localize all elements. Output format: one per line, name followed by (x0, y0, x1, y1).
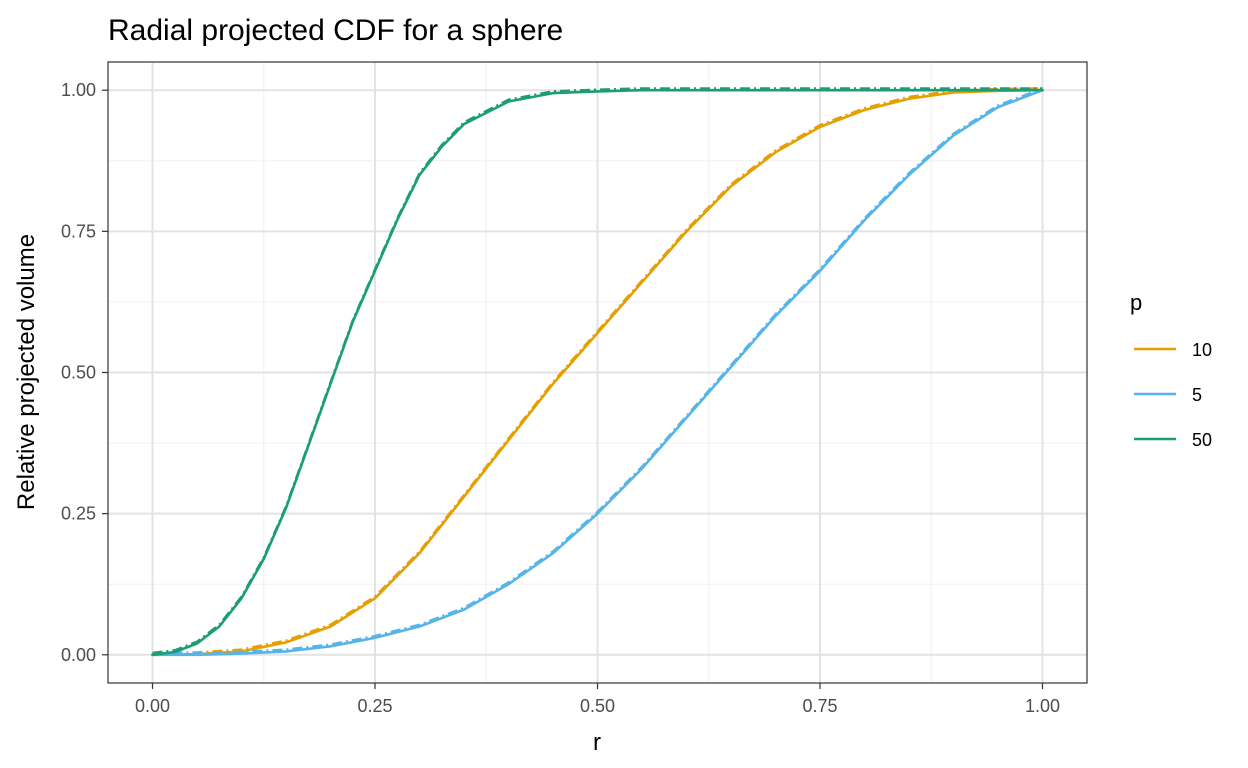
y-tick-label: 0.25 (61, 504, 96, 524)
legend-label-50: 50 (1192, 430, 1212, 450)
grid-lines (108, 62, 1087, 683)
series-line-5 (151, 88, 1044, 657)
y-tick-label: 1.00 (61, 80, 96, 100)
x-tick-label: 0.25 (357, 696, 392, 716)
x-axis-title: r (593, 729, 601, 756)
legend-label-5: 5 (1192, 385, 1202, 405)
series-reference-line-5 (152, 87, 1043, 654)
axes: 0.00 0.25 0.50 0.75 1.00 0.00 0.25 0.50 0.75 1.00 (61, 61, 1088, 716)
x-tick-label: 0.00 (135, 696, 170, 716)
chart-title: Radial projected CDF for a sphere (108, 14, 563, 47)
legend-title: p (1130, 290, 1142, 315)
legend-label-10: 10 (1192, 340, 1212, 360)
y-tick-label: 0.00 (61, 645, 96, 665)
y-tick-label: 0.50 (61, 363, 96, 383)
x-tick-label: 0.50 (580, 696, 615, 716)
x-tick-label: 1.00 (1025, 696, 1060, 716)
series-reference-line-50 (152, 87, 1043, 654)
legend: p 10 5 50 (1130, 290, 1212, 450)
x-tick-label: 0.75 (802, 696, 837, 716)
series-lines (151, 87, 1044, 657)
series-line-10 (151, 88, 1044, 657)
series-reference-line-10 (152, 87, 1043, 654)
y-axis-title: Relative projected volume (13, 234, 40, 510)
y-tick-label: 0.75 (61, 221, 96, 241)
